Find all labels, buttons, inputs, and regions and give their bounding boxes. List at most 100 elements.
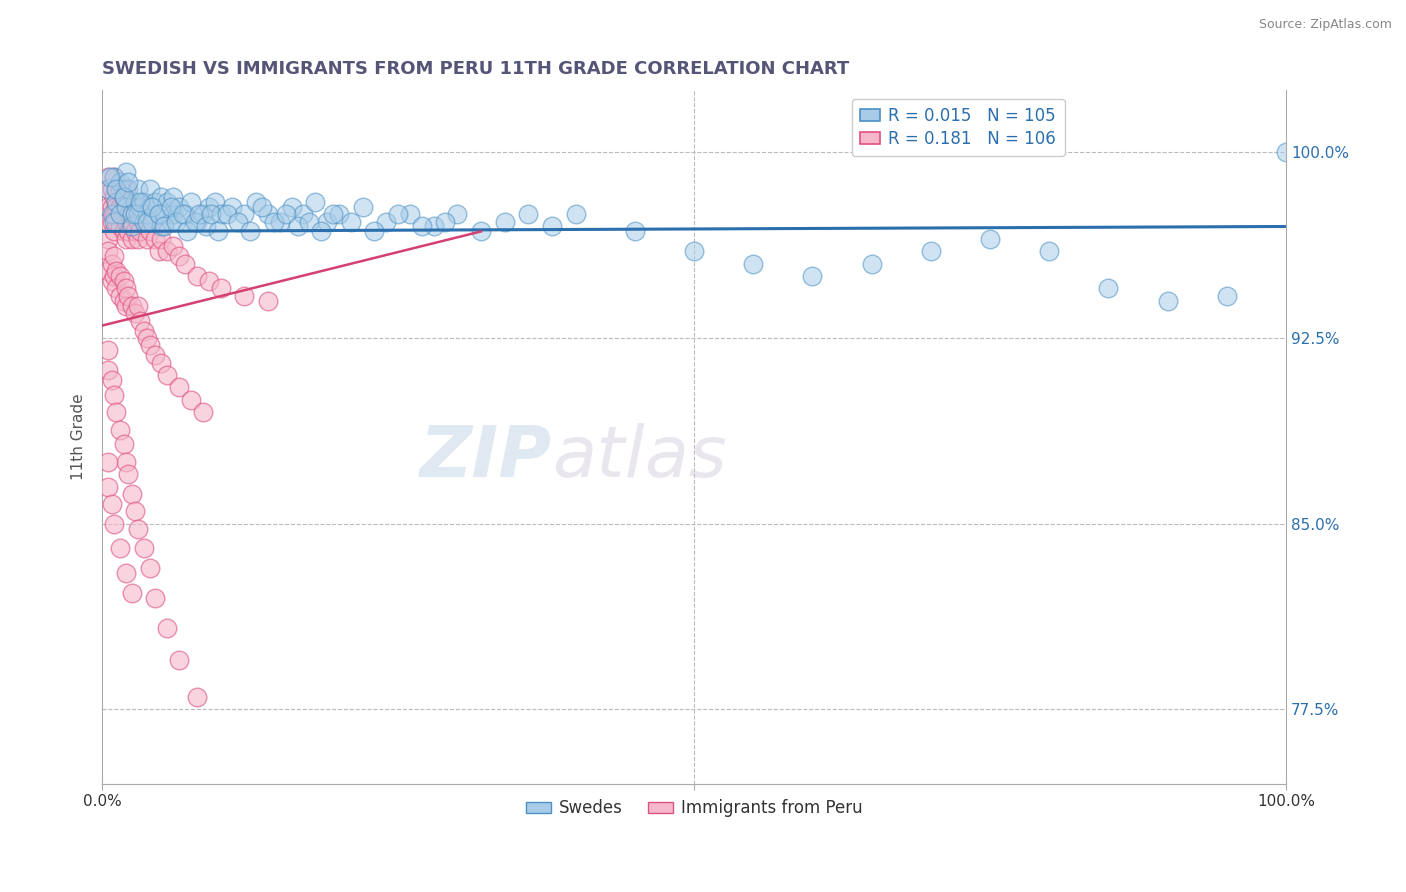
Point: [233, 207, 256, 221]
Y-axis label: 11th Grade: 11th Grade: [72, 393, 86, 480]
Point: [115, 299, 138, 313]
Point: [162, 190, 184, 204]
Point: [156, 194, 179, 209]
Point: [162, 239, 184, 253]
Point: [422, 219, 444, 234]
Point: [112, 274, 135, 288]
Point: [136, 207, 159, 221]
Point: [100, 214, 122, 228]
Point: [138, 182, 160, 196]
Point: [117, 207, 139, 221]
Point: [152, 219, 174, 234]
Point: [105, 182, 128, 196]
Point: [112, 190, 135, 204]
Point: [141, 214, 163, 228]
Point: [174, 257, 197, 271]
Point: [162, 207, 184, 221]
Point: [280, 200, 302, 214]
Point: [207, 224, 229, 238]
Point: [138, 338, 160, 352]
Point: [121, 299, 143, 313]
Point: [160, 214, 183, 228]
Text: atlas: atlas: [553, 424, 727, 492]
Point: [97, 214, 120, 228]
Point: [195, 219, 218, 234]
Point: [136, 214, 159, 228]
Point: [105, 194, 128, 209]
Point: [105, 182, 128, 196]
Point: [115, 281, 138, 295]
Point: [183, 214, 205, 228]
Point: [117, 182, 139, 196]
Point: [541, 219, 564, 234]
Point: [148, 207, 170, 221]
Point: [112, 207, 135, 221]
Point: [363, 224, 385, 238]
Point: [97, 232, 120, 246]
Point: [108, 200, 131, 214]
Point: [176, 224, 198, 238]
Point: [304, 194, 326, 209]
Point: [103, 516, 125, 531]
Point: [97, 479, 120, 493]
Point: [160, 200, 183, 214]
Point: [138, 224, 160, 238]
Point: [127, 200, 149, 214]
Point: [239, 224, 262, 238]
Text: ZIP: ZIP: [420, 424, 553, 492]
Point: [121, 200, 143, 214]
Point: [115, 194, 138, 209]
Point: [103, 224, 125, 238]
Point: [121, 232, 143, 246]
Point: [141, 214, 163, 228]
Point: [124, 504, 146, 518]
Point: [274, 207, 297, 221]
Point: [100, 200, 122, 214]
Text: SWEDISH VS IMMIGRANTS FROM PERU 11TH GRADE CORRELATION CHART: SWEDISH VS IMMIGRANTS FROM PERU 11TH GRA…: [103, 60, 849, 78]
Point: [115, 566, 138, 581]
Point: [624, 224, 647, 238]
Point: [1156, 293, 1178, 308]
Point: [124, 306, 146, 320]
Point: [156, 368, 179, 382]
Point: [103, 169, 125, 184]
Point: [103, 268, 125, 283]
Point: [145, 232, 167, 246]
Point: [108, 289, 131, 303]
Point: [180, 194, 202, 209]
Point: [148, 244, 170, 259]
Point: [97, 200, 120, 214]
Point: [245, 194, 267, 209]
Point: [127, 214, 149, 228]
Point: [188, 207, 211, 221]
Point: [150, 232, 173, 246]
Point: [124, 194, 146, 209]
Point: [115, 232, 138, 246]
Text: Source: ZipAtlas.com: Source: ZipAtlas.com: [1258, 18, 1392, 31]
Point: [180, 392, 202, 407]
Point: [112, 194, 135, 209]
Point: [121, 586, 143, 600]
Point: [145, 348, 167, 362]
Point: [103, 214, 125, 228]
Point: [148, 207, 170, 221]
Point: [387, 207, 409, 221]
Point: [145, 591, 167, 605]
Point: [1097, 281, 1119, 295]
Point: [209, 281, 232, 295]
Point: [97, 244, 120, 259]
Point: [979, 232, 1001, 246]
Point: [517, 207, 540, 221]
Point: [316, 214, 339, 228]
Point: [97, 363, 120, 377]
Point: [117, 194, 139, 209]
Point: [156, 244, 179, 259]
Point: [100, 257, 122, 271]
Point: [228, 214, 250, 228]
Point: [1275, 145, 1298, 160]
Point: [138, 200, 160, 214]
Point: [97, 169, 120, 184]
Point: [399, 207, 422, 221]
Point: [174, 207, 197, 221]
Point: [322, 207, 344, 221]
